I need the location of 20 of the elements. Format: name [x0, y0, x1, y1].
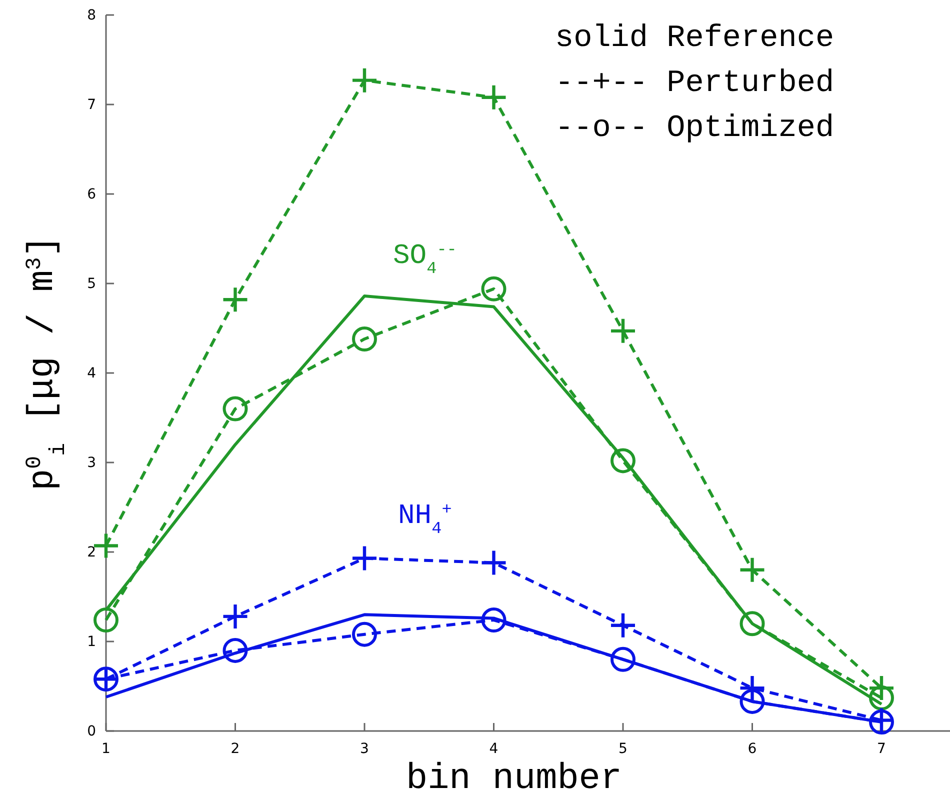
x-tick-label: 1 [102, 740, 110, 757]
x-tick-label: 3 [360, 740, 369, 757]
x-tick-label: 5 [618, 740, 628, 757]
annotation: solid Reference [555, 21, 834, 56]
y-tick-label: 2 [87, 544, 96, 560]
y-tick-label: 0 [87, 723, 96, 740]
x-axis-title: bin number [406, 758, 622, 793]
annotation: --o-- Optimized [555, 111, 834, 146]
x-tick-label: 4 [489, 740, 498, 757]
y-tick-label: 4 [87, 365, 96, 382]
x-tick-label: 6 [748, 740, 757, 757]
y-tick-label: 3 [87, 454, 96, 471]
x-tick-label: 2 [230, 740, 240, 757]
y-tick-label: 7 [87, 96, 96, 113]
y-tick-label: 6 [87, 186, 96, 202]
annotation: --+-- Perturbed [555, 66, 834, 101]
y-tick-label: 5 [87, 276, 96, 292]
y-tick-label: 1 [87, 634, 96, 650]
x-tick-label: 7 [877, 740, 886, 757]
y-tick-label: 8 [87, 7, 96, 24]
